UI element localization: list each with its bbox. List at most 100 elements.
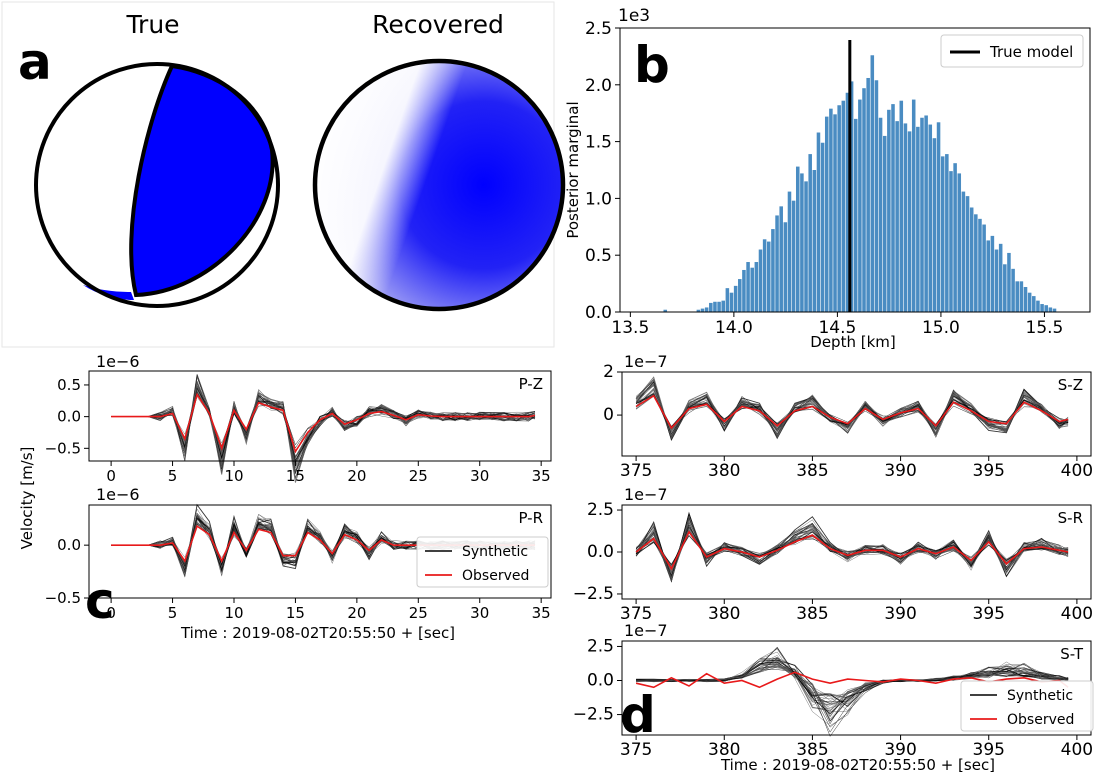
- histogram-bar: [965, 196, 970, 312]
- histogram-bar: [804, 181, 808, 312]
- beachball-recovered-outline: [312, 58, 566, 312]
- histogram-y-tick-label: 1.5: [585, 133, 612, 153]
- x-tick-label: 20: [347, 604, 366, 622]
- histogram-bar: [982, 224, 986, 312]
- histogram-bar: [795, 166, 800, 312]
- axes-frame-s-z: [621, 371, 1092, 457]
- histogram-bar: [704, 307, 709, 312]
- panel-b-axes-frame: [619, 27, 1091, 313]
- histogram-bar: [907, 131, 912, 312]
- legend-right: Synthetic Observed: [960, 680, 1094, 732]
- x-tick-label: 375: [620, 604, 652, 624]
- histogram-bar: [874, 80, 879, 312]
- synthetic-trace: [635, 511, 1069, 583]
- histogram-bar: [870, 55, 875, 312]
- histogram-bar: [787, 191, 792, 312]
- histogram-bar: [754, 262, 759, 312]
- histogram-bar: [945, 154, 949, 312]
- beachball-title-true: True: [125, 10, 179, 39]
- histogram-bar: [1003, 264, 1007, 312]
- histogram-y-tick-label: 2.5: [585, 19, 612, 39]
- histogram-bar: [742, 269, 746, 312]
- x-tick-label: 0: [106, 604, 116, 622]
- time-x-label-left: Time : 2019-08-02T20:55:50 + [sec]: [180, 624, 455, 642]
- axes-frame-p-r: [88, 504, 552, 599]
- histogram-bar: [936, 122, 941, 313]
- histogram-bar: [841, 100, 846, 312]
- x-tick-label: 395: [973, 604, 1005, 624]
- histogram-bar: [663, 309, 668, 312]
- x-tick-label: 395: [973, 461, 1005, 481]
- beachball-recovered-white-lobe: [315, 61, 563, 309]
- histogram-bar: [903, 123, 908, 312]
- x-tick-label: 395: [973, 740, 1005, 760]
- waveform-s-r: 375 380 385 390 395 400 2.5 0.0 −2.5 S-R 1e−7: [573, 485, 1093, 624]
- histogram-bar: [961, 191, 966, 312]
- histogram-bar: [721, 300, 725, 312]
- histogram-bar: [1007, 252, 1011, 312]
- histogram-bar: [994, 249, 999, 312]
- x-tick-label: 25: [409, 604, 428, 622]
- x-tick-label: 380: [708, 740, 740, 760]
- synthetic-trace: [111, 381, 536, 475]
- y-tick-label: 0.0: [587, 671, 614, 691]
- histogram-bar: [849, 81, 854, 312]
- synthetic-trace: [111, 384, 536, 474]
- synthetic-trace: [111, 393, 536, 459]
- legend-left-synthetic-label: Synthetic: [462, 544, 528, 560]
- y-tick-label: 2.5: [587, 636, 614, 656]
- y-tick-label: −0.5: [45, 589, 81, 607]
- synthetic-trace: [635, 385, 1069, 436]
- legend-left-observed-label: Observed: [462, 568, 529, 584]
- histogram-bar: [862, 88, 866, 312]
- panel-c-letter: c: [85, 572, 115, 630]
- time-x-label-right: Time : 2019-08-02T20:55:50 + [sec]: [720, 756, 995, 774]
- histogram-bar: [800, 173, 804, 312]
- x-tick-label: 390: [884, 604, 916, 624]
- synthetic-trace: [636, 658, 1069, 725]
- histogram-bar: [808, 154, 812, 312]
- histogram-bar: [729, 292, 734, 312]
- synthetic-trace: [111, 385, 536, 464]
- histogram-bar: [771, 229, 775, 312]
- histogram-bar: [738, 279, 742, 312]
- synthetic-traces-s-r: [635, 511, 1069, 583]
- synthetic-trace: [111, 396, 536, 454]
- synthetic-trace: [111, 389, 536, 458]
- histogram-bar: [783, 222, 788, 312]
- synthetic-trace: [111, 381, 536, 472]
- histogram-bar: [895, 121, 899, 312]
- synthetic-trace: [111, 382, 536, 475]
- histogram-bar: [767, 241, 771, 312]
- histogram-bar: [974, 214, 978, 312]
- x-tick-label: 380: [708, 461, 740, 481]
- synthetic-trace: [636, 662, 1069, 709]
- x-tick-label: 390: [884, 461, 916, 481]
- histogram-bar: [775, 215, 779, 312]
- histogram-bar: [746, 262, 750, 312]
- y-tick-label: 0: [603, 405, 614, 425]
- histogram-bar: [1044, 305, 1048, 312]
- histogram-y-tick-label: 0.0: [585, 303, 612, 323]
- synthetic-trace: [111, 375, 536, 474]
- synthetic-trace: [635, 383, 1069, 441]
- y-scale-label-p-r: 1e−6: [96, 485, 140, 504]
- histogram-bar: [762, 239, 767, 312]
- synthetic-trace: [111, 386, 535, 463]
- histogram-bar: [858, 99, 862, 313]
- histogram-x-tick-label: 14.5: [818, 318, 856, 338]
- histogram-bar: [717, 301, 721, 312]
- y-tick-label: 2: [603, 362, 614, 382]
- x-tick-label: 30: [470, 467, 489, 485]
- station-label-p-r: P-R: [518, 509, 543, 527]
- synthetic-trace: [111, 382, 536, 473]
- panel-d-letter: d: [620, 686, 656, 744]
- beachball-title-recovered: Recovered: [372, 10, 504, 39]
- histogram-bar: [924, 115, 928, 312]
- x-tick-label: 385: [796, 461, 828, 481]
- histogram-bar: [824, 116, 829, 312]
- histogram-bar: [891, 104, 895, 312]
- histogram-bar: [998, 243, 1003, 312]
- y-scale-label-s-z: 1e−7: [624, 352, 668, 371]
